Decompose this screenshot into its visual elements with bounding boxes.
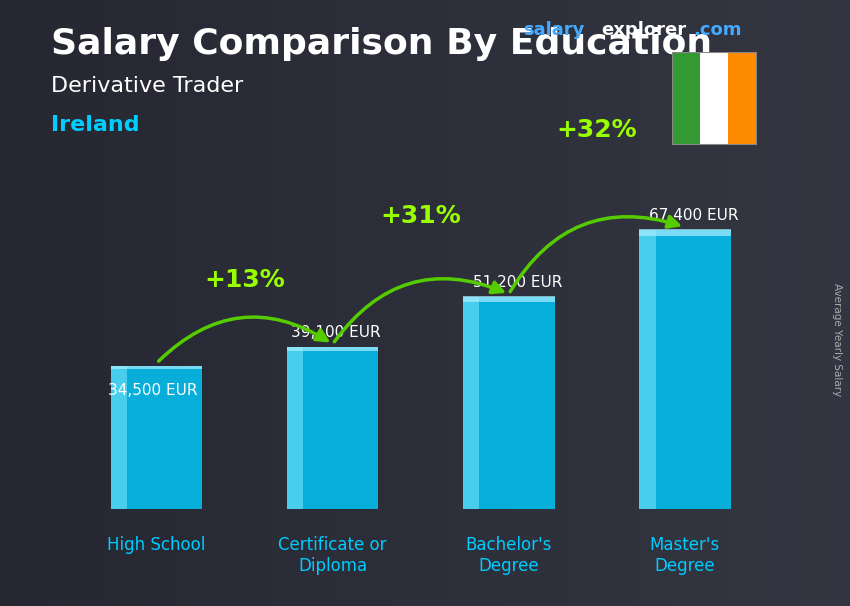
Text: +31%: +31% [380, 204, 461, 228]
Bar [287, 347, 378, 351]
Text: 51,200 EUR: 51,200 EUR [473, 275, 563, 290]
Bar [110, 365, 202, 369]
Bar [110, 367, 202, 509]
Text: salary: salary [523, 21, 584, 39]
Text: 34,500 EUR: 34,500 EUR [108, 383, 198, 398]
Text: Certificate or
Diploma: Certificate or Diploma [279, 536, 387, 574]
Text: High School: High School [107, 536, 206, 554]
Text: Ireland: Ireland [51, 115, 139, 135]
Bar [463, 296, 554, 302]
Text: +13%: +13% [204, 268, 285, 291]
Text: Bachelor's
Degree: Bachelor's Degree [466, 536, 552, 574]
Text: explorer: explorer [601, 21, 686, 39]
Bar [639, 229, 731, 236]
Bar [672, 52, 700, 145]
Bar [463, 298, 479, 509]
Text: 67,400 EUR: 67,400 EUR [649, 208, 739, 223]
Text: +32%: +32% [557, 118, 638, 142]
Bar [287, 347, 378, 509]
Bar [639, 230, 655, 509]
Text: 39,100 EUR: 39,100 EUR [292, 325, 381, 340]
Bar [287, 347, 303, 509]
Bar [728, 52, 756, 145]
Bar [700, 52, 728, 145]
Bar [110, 367, 128, 509]
Bar [639, 230, 731, 509]
Bar [463, 298, 554, 509]
Text: Derivative Trader: Derivative Trader [51, 76, 243, 96]
Text: Average Yearly Salary: Average Yearly Salary [832, 283, 842, 396]
Text: .com: .com [693, 21, 741, 39]
Text: Master's
Degree: Master's Degree [649, 536, 720, 574]
Text: Salary Comparison By Education: Salary Comparison By Education [51, 27, 712, 61]
